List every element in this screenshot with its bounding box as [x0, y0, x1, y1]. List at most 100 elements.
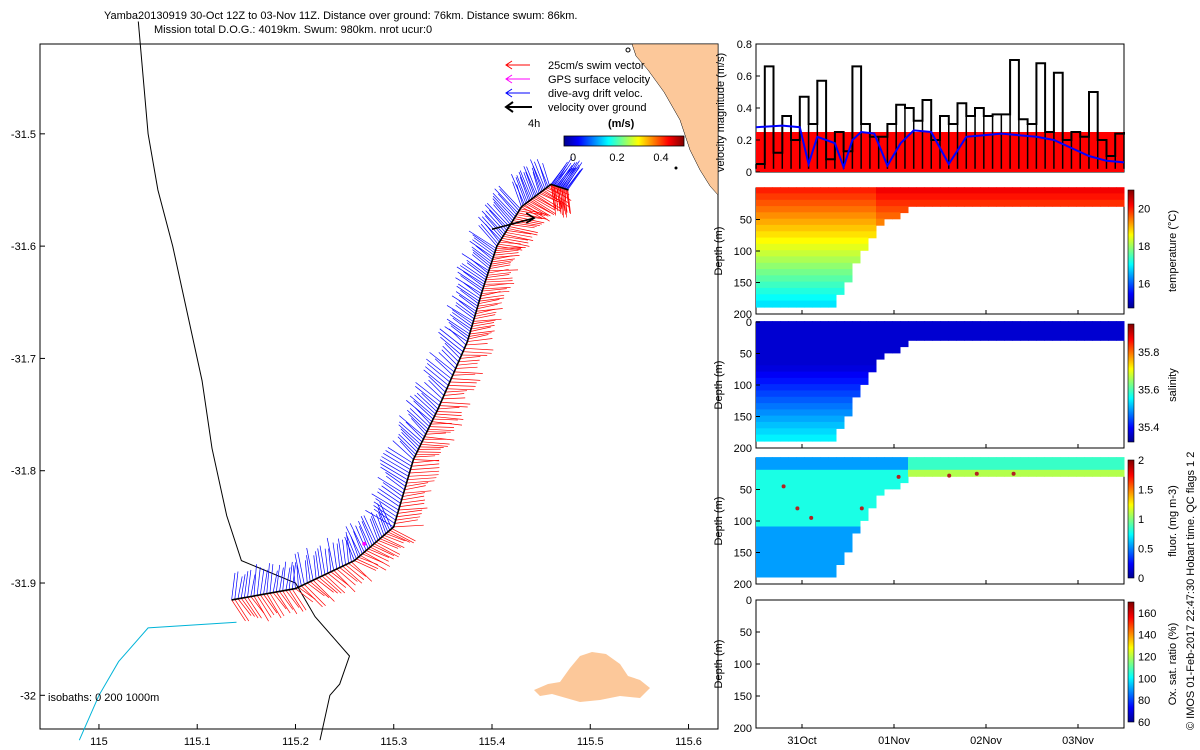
- drift-vector: [344, 536, 355, 561]
- section-cell: [756, 415, 765, 423]
- section-cell: [764, 218, 773, 226]
- section-cell: [932, 457, 941, 465]
- section-cell: [1108, 199, 1117, 207]
- section-cell: [804, 352, 813, 360]
- section-cell: [1036, 193, 1045, 201]
- swim-vector: [366, 550, 389, 562]
- section-cell: [924, 463, 933, 471]
- section-cell: [796, 545, 805, 553]
- section-cell: [756, 193, 765, 201]
- drift-vector: [387, 447, 413, 464]
- section-cell: [772, 476, 781, 484]
- section-cell: [1012, 187, 1021, 195]
- section-cell: [836, 358, 845, 366]
- section-cell: [812, 340, 821, 348]
- section-cell: [820, 352, 829, 360]
- section-cell: [900, 206, 909, 214]
- velocity-ytick-label-1: 0.2: [737, 135, 752, 147]
- section-cell: [1084, 321, 1093, 329]
- section-cell: [804, 507, 813, 515]
- swim-vector: [464, 347, 494, 351]
- section-cell: [820, 218, 829, 226]
- section-cell: [812, 482, 821, 490]
- section-cell: [804, 488, 813, 496]
- section-cell: [788, 488, 797, 496]
- islet-2: [674, 166, 678, 170]
- section-cell: [812, 206, 821, 214]
- section-cell: [820, 463, 829, 471]
- drift-vector: [401, 432, 419, 450]
- section-cell: [908, 193, 917, 201]
- section-cell: [820, 396, 829, 404]
- drift-vector: [392, 440, 414, 460]
- section-cell: [788, 199, 797, 207]
- drift-vector: [519, 176, 530, 202]
- drift-vector: [555, 162, 572, 186]
- section-cell: [772, 206, 781, 214]
- swim-vector: [506, 230, 532, 235]
- section-cell: [780, 206, 789, 214]
- section-cell: [956, 333, 965, 341]
- swim-vector: [424, 436, 455, 441]
- section-cell: [764, 409, 773, 417]
- swim-vector: [266, 593, 282, 619]
- section-cell: [780, 457, 789, 465]
- section-cell: [892, 327, 901, 335]
- section-ytick-label-3: 150: [734, 691, 752, 703]
- section-cell: [1012, 469, 1021, 477]
- section-cell: [804, 539, 813, 546]
- section-cell: [804, 545, 813, 553]
- section-cell: [956, 463, 965, 471]
- drift-vector: [317, 548, 323, 577]
- section-cell: [820, 428, 829, 436]
- section-cell: [812, 409, 821, 417]
- section-cell: [804, 371, 813, 379]
- section-cell: [892, 333, 901, 341]
- section-cell: [756, 520, 765, 528]
- drift-vector: [414, 394, 436, 415]
- swim-vector: [500, 239, 530, 247]
- section-cell: [804, 570, 813, 578]
- swim-vector: [260, 594, 275, 616]
- section-cell: [756, 428, 765, 436]
- section-cell: [820, 371, 829, 379]
- section-cell: [892, 346, 901, 354]
- section-cell: [860, 352, 869, 360]
- section-cell: [988, 321, 997, 329]
- section-cell: [772, 532, 781, 540]
- section-cell: [756, 321, 765, 329]
- section-cell: [796, 409, 805, 417]
- section-cell: [1100, 321, 1109, 329]
- section-cell: [772, 218, 781, 226]
- section-cell: [780, 558, 789, 565]
- swim-vector: [481, 290, 510, 294]
- drift-vector: [240, 574, 246, 599]
- section-cell: [764, 333, 773, 341]
- swim-vector: [439, 405, 468, 408]
- drift-vector: [421, 392, 439, 410]
- drift-vectors: [231, 157, 584, 600]
- section-cell: [868, 352, 877, 360]
- section-cell: [828, 396, 837, 404]
- section-cell: [764, 551, 773, 559]
- section-cell: [868, 340, 877, 348]
- section-cell: [916, 187, 925, 195]
- drift-vector: [399, 415, 425, 438]
- section-cell: [756, 377, 765, 385]
- section-cell: [1028, 321, 1037, 329]
- swim-vector: [505, 232, 533, 238]
- section-cell: [812, 415, 821, 423]
- section-cell: [948, 463, 957, 471]
- drift-vector: [563, 164, 580, 189]
- section-cell: [1076, 193, 1085, 201]
- section-cell: [780, 421, 789, 429]
- section-cell: [836, 218, 845, 226]
- drift-vector: [409, 408, 430, 427]
- section-cell: [916, 457, 925, 465]
- section-cell: [852, 469, 861, 477]
- section-cell: [796, 262, 805, 270]
- section-cell: [852, 507, 861, 515]
- section-cell: [1044, 463, 1053, 471]
- section-cell: [852, 526, 861, 534]
- section-cell: [796, 396, 805, 404]
